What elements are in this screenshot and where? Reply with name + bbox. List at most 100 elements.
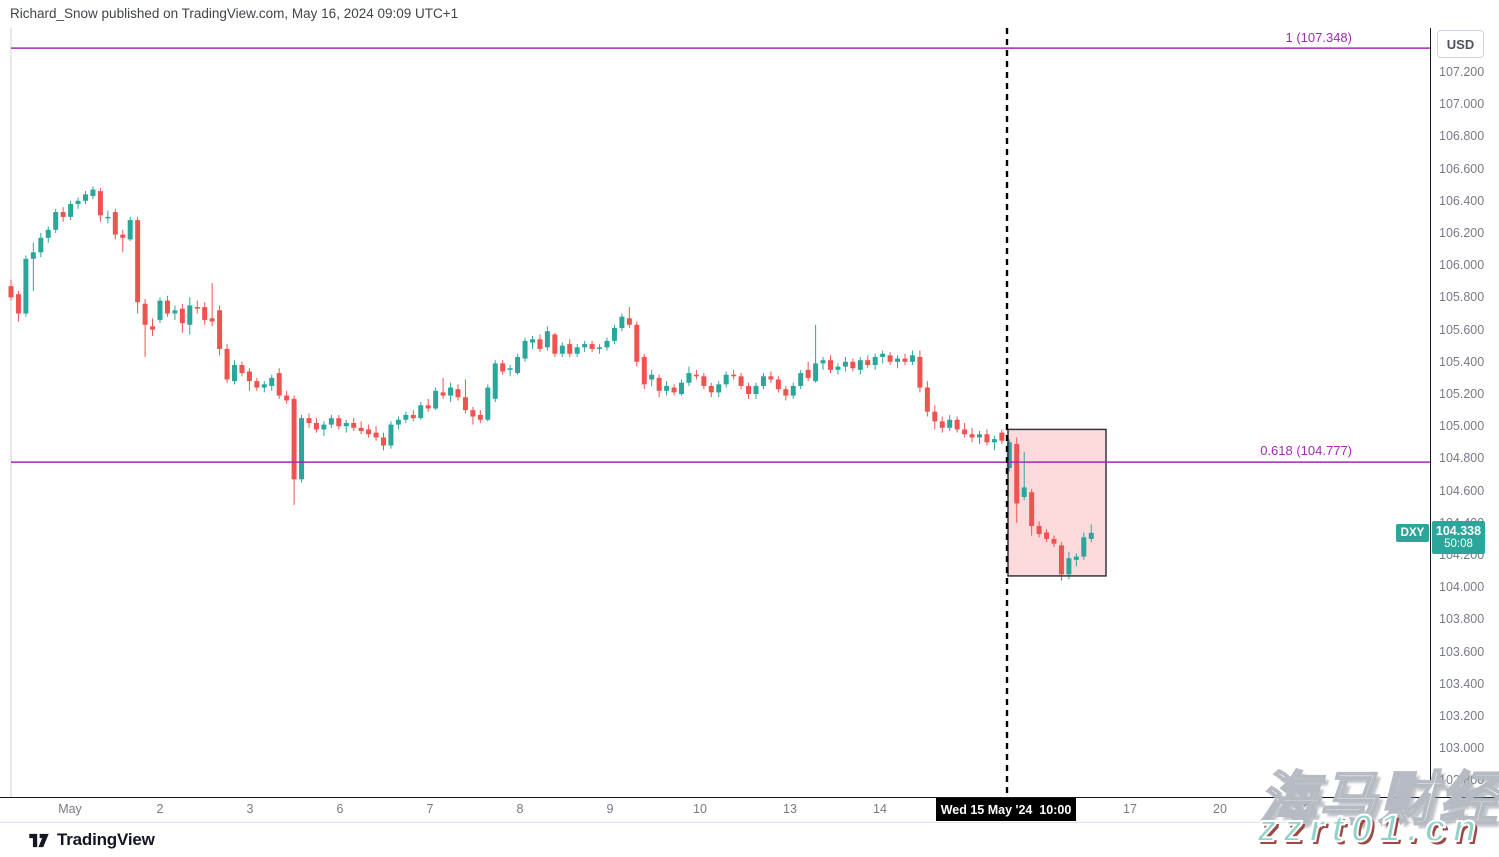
candle-body [187,305,193,325]
candle-body [895,358,901,362]
chart-canvas[interactable]: 1 (107.348) 0.618 (104.777) [0,0,1430,822]
price-axis-label: 104.800 [1439,451,1485,466]
candle-body [127,220,133,240]
candle-body [328,418,334,425]
candle-body [909,355,915,362]
candle-body [671,387,677,393]
candle-body [865,360,871,366]
candle-body [962,429,968,435]
candle-body [924,387,930,412]
candle-body [716,384,722,393]
candle-body [559,345,565,354]
last-price-value: 104.338 [1435,523,1482,538]
candle-body [373,432,379,438]
candle-body [202,307,208,320]
candle-body [194,307,200,309]
candle-body [1014,443,1020,504]
candle-body [857,360,863,370]
candle-body [403,414,409,420]
candle-body [708,385,714,393]
candle-body [90,189,96,196]
candle-body [313,422,319,430]
candle-body [723,374,729,385]
symbol-price-label: DXY [1396,524,1429,542]
time-axis-label: 9 [606,802,614,816]
candle-body [30,252,36,259]
candle-body [641,356,647,385]
candle-body [351,422,357,428]
candle-body [306,418,312,423]
candle-body [1036,526,1042,535]
candle-body [1051,538,1057,544]
candle-body [932,411,938,422]
candle-body [68,204,74,217]
candle-body [224,348,230,380]
watermark-chinese-text: 海马财经 [1258,766,1499,833]
candle-body [448,387,454,396]
candle-body [813,363,819,382]
time-axis[interactable]: Wed 15 May '24 10:00 May 2 3 6 7 8 9 10 13 14 17 20… [0,797,1499,823]
candle-body [507,368,513,370]
candle-body [1073,556,1079,560]
candle-body [880,353,886,357]
candle-body [746,385,752,394]
candle-body [969,434,975,438]
price-axis-label: 107.000 [1439,97,1485,112]
candle-body [649,374,655,380]
candle-body [284,395,290,401]
time-axis-label: 7 [426,802,434,816]
candle-body [150,326,156,330]
candle-body [232,365,237,382]
candle-body [343,422,349,427]
candle-body [820,360,826,364]
tradingview-logo-link[interactable]: TradingView [28,830,155,850]
price-axis-label: 106.000 [1439,258,1485,273]
time-axis-label: 20 [1213,802,1227,816]
price-axis[interactable]: 107.200 107.000 106.800 106.600 106.400 106.2… [1430,28,1499,822]
time-axis-label: 22 [1393,802,1407,816]
time-axis-label: 6 [336,802,344,816]
highlight-box-fill[interactable] [1008,429,1106,576]
candle-body [991,439,997,443]
candle-body [120,234,126,238]
candle-body [455,389,461,398]
price-axis-label: 106.600 [1439,161,1485,176]
candle-body [462,397,468,411]
candle-body [440,392,446,396]
candle-body [492,363,498,399]
candle-body [269,377,275,386]
time-axis-label: 14 [873,802,887,816]
candle-body [947,419,953,428]
candle-body [336,418,342,427]
candle-body [798,373,804,386]
time-axis-label: 2 [156,802,164,816]
candle-body [1058,545,1064,575]
candle-body [164,300,170,314]
price-axis-label: 104.600 [1439,483,1485,498]
candle-body [768,376,774,380]
candle-body [656,377,662,391]
candle-body [135,220,141,303]
fib-level-1-label: 1 (107.348) [1285,30,1353,45]
candle-body [38,237,44,253]
candle-body [701,376,707,386]
candle-body [805,369,811,378]
currency-usd-button[interactable]: USD [1437,30,1484,58]
price-axis-label: 105.400 [1439,354,1485,369]
candle-body [23,258,29,314]
candle-body [760,376,766,386]
candle-body [45,229,51,238]
candle-body [418,405,424,419]
candle-body [544,331,550,348]
candle-body [530,339,535,343]
price-axis-label: 105.200 [1439,387,1485,401]
candle-body [634,324,640,362]
candle-body [850,361,856,369]
attribution-text: Richard_Snow published on TradingView.co… [10,6,459,21]
candle-body [589,344,595,349]
candle-body [425,405,431,409]
price-axis-label: 107.200 [1439,65,1485,79]
candle-body [679,382,684,394]
candle-body [105,216,111,219]
